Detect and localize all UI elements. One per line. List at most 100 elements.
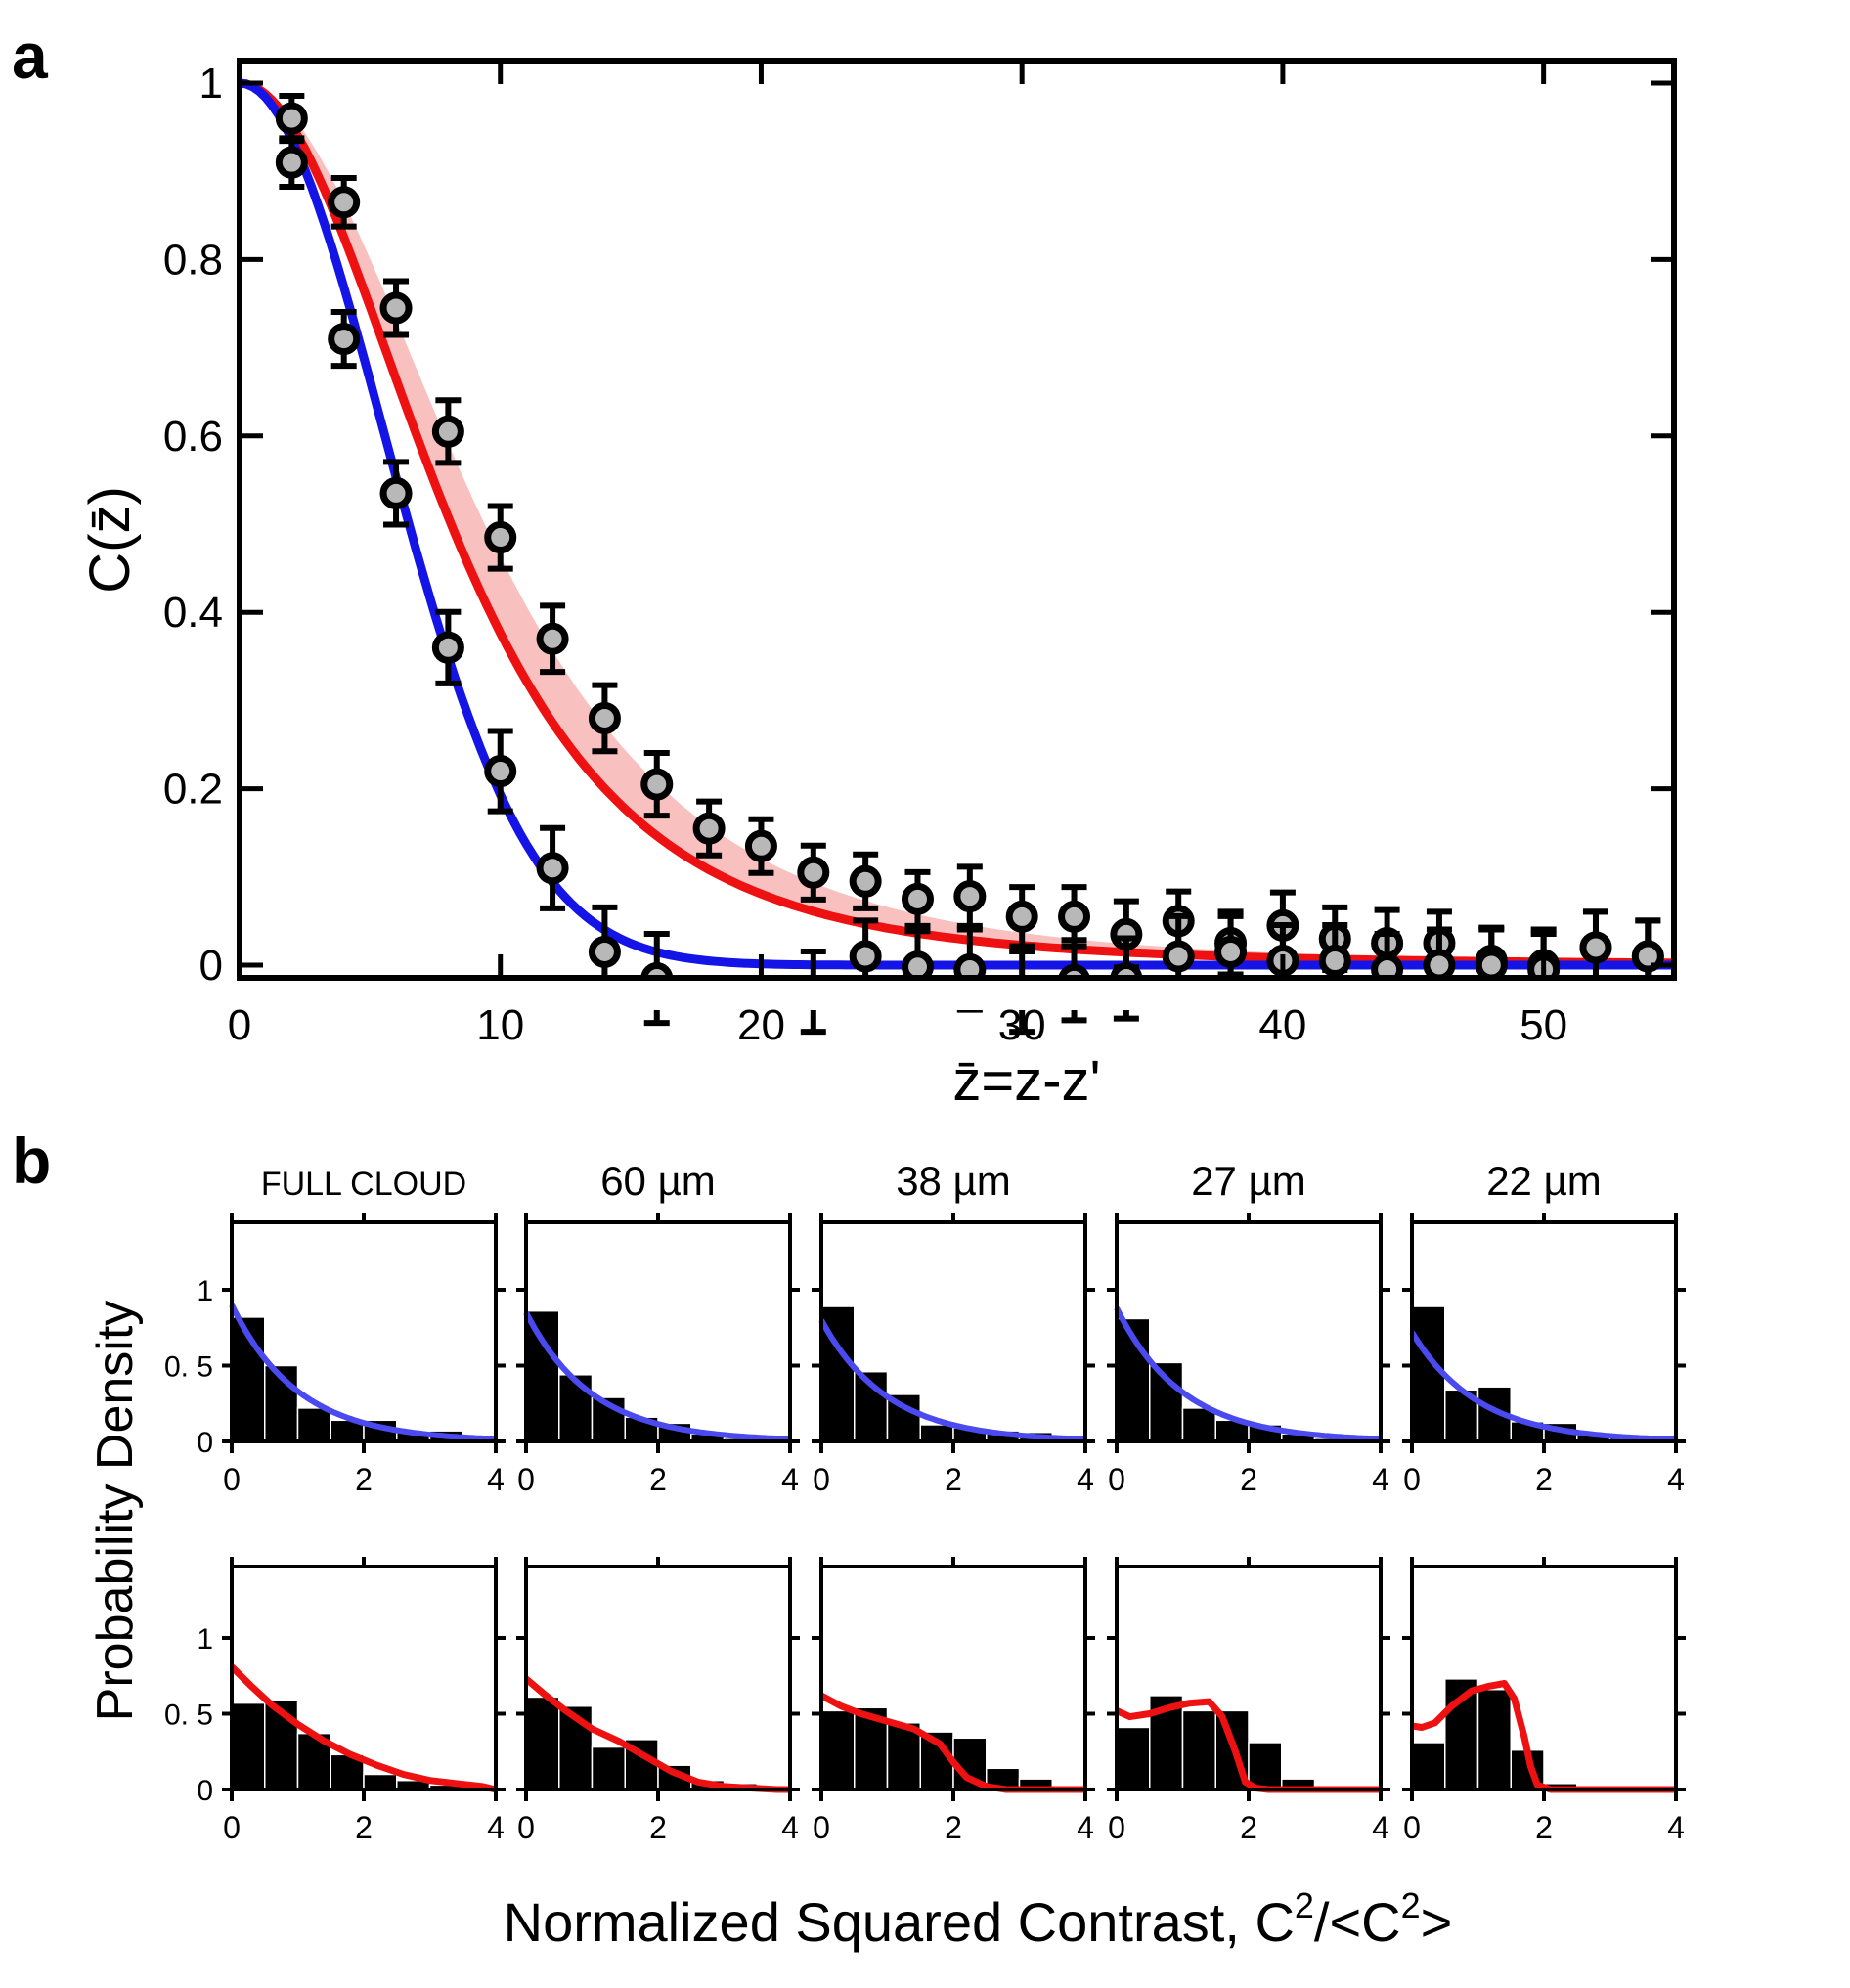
subplot-x-tick-label: 2: [1535, 1810, 1553, 1845]
subplot-y-tick-label: 0: [197, 1775, 213, 1807]
blue-data-marker: [1631, 940, 1664, 973]
panel-b-x-axis-label: Normalized Squared Contrast, C2/<C2>: [504, 1885, 1453, 1953]
blue-data-point: [1579, 908, 1612, 987]
red-data-point: [588, 682, 621, 755]
subplot-x-tick-label: 4: [1077, 1810, 1094, 1845]
subplot-x-tick-label: 0: [1403, 1810, 1421, 1845]
subplot-x-tick-label: 0: [223, 1462, 241, 1497]
subplot-y-tick-label: 0. 5: [164, 1351, 213, 1384]
histogram-bar: [525, 1696, 560, 1790]
blue-data-marker: [849, 940, 882, 973]
subplot-y-tick-label: 0. 5: [164, 1700, 213, 1732]
panel-b-title: 38 µm: [896, 1158, 1011, 1204]
subplot-x-tick-label: 2: [945, 1462, 962, 1497]
subplot-x-tick-label: 0: [223, 1810, 241, 1845]
blue-data-marker: [588, 935, 621, 968]
y-tick-label: 0.6: [163, 413, 223, 461]
subplot-x-tick-label: 0: [1403, 1462, 1421, 1497]
histogram-bar: [525, 1309, 560, 1442]
red-data-point: [484, 503, 517, 572]
red-data-point: [640, 750, 674, 819]
panel-b-y-axis-label: Probability Density: [87, 1301, 144, 1722]
red-data-marker: [431, 415, 464, 448]
histogram-bar: [1476, 1386, 1512, 1442]
histogram-bar: [363, 1773, 398, 1790]
exponential-fit-line: [1409, 1330, 1677, 1442]
histogram-bar: [820, 1709, 856, 1790]
blue-data-point: [328, 309, 361, 370]
panel-a-frame: [237, 58, 1677, 981]
red-data-point: [901, 868, 934, 929]
y-tick-label: 0.4: [163, 589, 223, 637]
blue-data-marker: [328, 323, 361, 356]
subplot-x-tick-label: 4: [781, 1810, 799, 1845]
red-data-marker: [953, 880, 987, 913]
subplot-x-tick-label: 4: [1077, 1462, 1094, 1497]
subplot-x-tick-label: 4: [1372, 1462, 1389, 1497]
subplot-x-tick-label: 2: [1240, 1462, 1257, 1497]
red-data-point: [692, 798, 726, 859]
red-data-point: [328, 174, 361, 230]
red-fit-line: [239, 78, 1675, 968]
blue-data-marker: [1162, 940, 1195, 973]
red-data-marker: [744, 829, 777, 862]
red-data-marker: [275, 102, 308, 135]
y-tick-label: 0: [199, 942, 223, 990]
histogram-bar: [1248, 1742, 1283, 1790]
red-data-marker: [901, 882, 934, 915]
subplot-x-tick-label: 0: [517, 1810, 535, 1845]
blue-data-marker: [1318, 944, 1351, 977]
subplot-x-tick-label: 2: [355, 1462, 373, 1497]
panel-b-title: 60 µm: [600, 1158, 716, 1204]
subplot-x-tick-label: 2: [1535, 1462, 1553, 1497]
subplot-x-tick-label: 0: [517, 1462, 535, 1497]
histogram-bar: [1476, 1688, 1512, 1790]
red-data-marker: [849, 864, 882, 898]
exponential-fit-line: [818, 1318, 1086, 1442]
x-tick-label: 20: [737, 1001, 785, 1049]
subplot-x-tick-label: 0: [813, 1810, 830, 1845]
histogram-bar: [886, 1722, 921, 1790]
blue-data-marker: [1579, 931, 1612, 964]
subplot-x-tick-label: 2: [355, 1810, 373, 1845]
red-data-point: [379, 278, 413, 338]
blue-data-marker: [379, 476, 413, 509]
subplot-x-tick-label: 4: [487, 1810, 505, 1845]
blue-data-marker: [1214, 935, 1248, 968]
panel-b-title: 27 µm: [1191, 1158, 1306, 1204]
histogram-bar: [296, 1407, 331, 1442]
subplot-x-tick-label: 0: [813, 1462, 830, 1497]
red-data-marker: [1058, 900, 1091, 933]
histogram-bar: [591, 1745, 626, 1790]
histogram-bar: [1181, 1407, 1216, 1442]
histogram-bar: [1181, 1709, 1216, 1790]
subplot-x-tick-label: 4: [1667, 1810, 1685, 1845]
blue-data-point: [484, 728, 517, 815]
histogram-bar: [1411, 1742, 1446, 1790]
subplot-x-tick-label: 2: [649, 1462, 667, 1497]
blue-data-point: [379, 459, 413, 528]
red-data-point: [744, 816, 777, 876]
y-tick-label: 0.8: [163, 236, 223, 284]
panel-b-title: FULL CLOUD: [261, 1166, 466, 1203]
subplot-x-tick-label: 4: [1667, 1462, 1685, 1497]
panel-a-x-axis-label: z̄=z-z': [952, 1049, 1100, 1113]
red-data-marker: [692, 812, 726, 845]
blue-data-marker: [536, 852, 569, 885]
subplot-x-tick-label: 2: [649, 1810, 667, 1845]
red-data-point: [953, 863, 987, 929]
exponential-fit-line: [523, 1310, 791, 1442]
subplot-y-tick-label: 1: [197, 1275, 213, 1307]
red-data-point: [849, 851, 882, 911]
panel-a-y-axis-label: C(z̄): [78, 486, 142, 594]
subplot-x-tick-label: 0: [1108, 1810, 1125, 1845]
x-tick-label: 0: [228, 1001, 251, 1049]
histogram-bar: [919, 1424, 954, 1442]
red-fit-uncertainty-band: [240, 83, 1674, 963]
red-data-point: [797, 842, 830, 903]
exponential-fit-line: [1114, 1306, 1382, 1442]
panel-b-title: 22 µm: [1486, 1158, 1602, 1204]
subplot-x-tick-label: 2: [945, 1810, 962, 1845]
